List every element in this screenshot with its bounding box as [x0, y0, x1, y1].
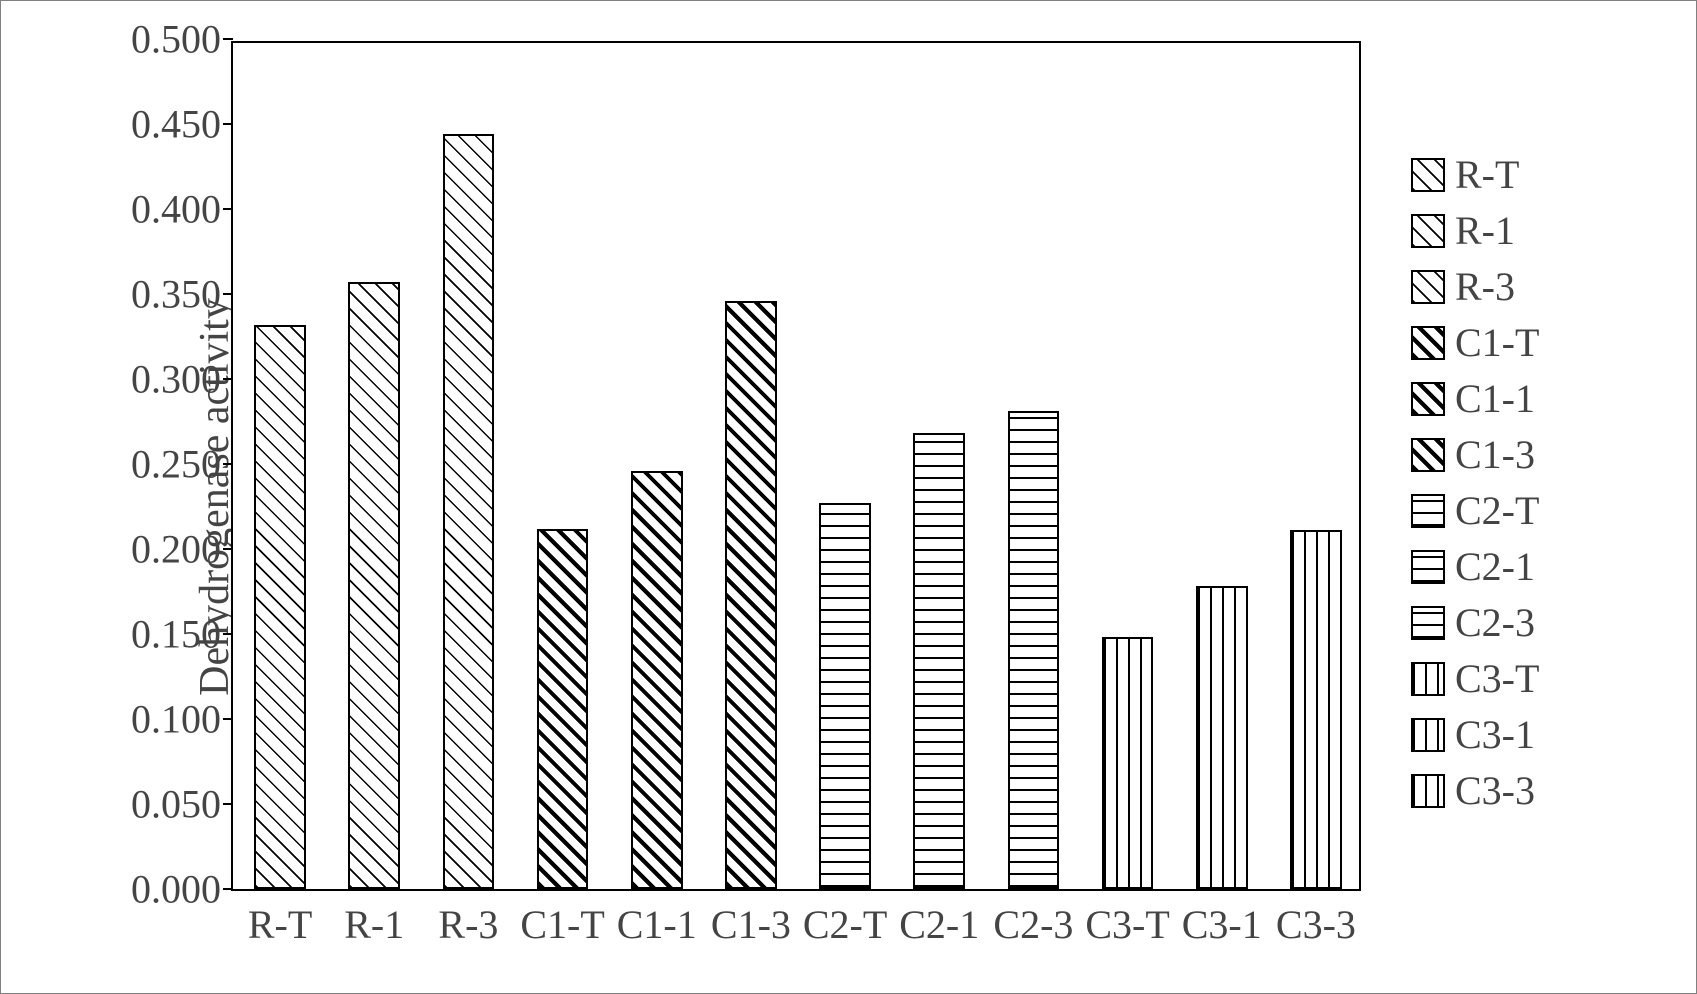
y-tick-mark — [223, 718, 233, 720]
legend-label: C3-T — [1455, 655, 1539, 702]
legend-swatch — [1411, 718, 1445, 752]
y-tick-label: 0.050 — [131, 781, 221, 828]
legend-swatch — [1411, 382, 1445, 416]
y-tick-mark — [223, 888, 233, 890]
bar — [348, 282, 400, 889]
bar — [1290, 530, 1342, 889]
legend-item: R-1 — [1411, 207, 1539, 254]
y-tick-mark — [223, 378, 233, 380]
plot-area: 0.0000.0500.1000.1500.2000.2500.3000.350… — [231, 41, 1361, 891]
bar — [443, 134, 495, 889]
y-tick-label: 0.150 — [131, 611, 221, 658]
bar — [537, 529, 589, 889]
y-tick-label: 0.200 — [131, 526, 221, 573]
legend-swatch — [1411, 550, 1445, 584]
y-tick-label: 0.300 — [131, 356, 221, 403]
y-tick-mark — [223, 293, 233, 295]
x-tick-label: C3-1 — [1182, 901, 1262, 948]
y-tick-mark — [223, 548, 233, 550]
bar — [819, 503, 871, 889]
legend-label: C2-1 — [1455, 543, 1535, 590]
y-tick-label: 0.500 — [131, 16, 221, 63]
x-tick-label: R-T — [248, 901, 312, 948]
bar — [1102, 637, 1154, 889]
y-tick-label: 0.000 — [131, 866, 221, 913]
legend-label: C2-T — [1455, 487, 1539, 534]
legend-label: C1-3 — [1455, 431, 1535, 478]
legend-item: C2-1 — [1411, 543, 1539, 590]
bar — [1196, 586, 1248, 889]
legend-label: C3-3 — [1455, 767, 1535, 814]
legend-item: C3-T — [1411, 655, 1539, 702]
x-tick-label: C1-1 — [617, 901, 697, 948]
legend-swatch — [1411, 494, 1445, 528]
legend-item: C2-3 — [1411, 599, 1539, 646]
y-tick-mark — [223, 803, 233, 805]
x-tick-label: R-1 — [344, 901, 404, 948]
legend-swatch — [1411, 662, 1445, 696]
y-tick-label: 0.350 — [131, 271, 221, 318]
y-tick-mark — [223, 208, 233, 210]
legend-swatch — [1411, 606, 1445, 640]
legend-label: R-3 — [1455, 263, 1515, 310]
bars-container — [233, 43, 1359, 889]
bar — [913, 433, 965, 889]
legend-item: C3-3 — [1411, 767, 1539, 814]
legend-item: C1-T — [1411, 319, 1539, 366]
y-tick-label: 0.400 — [131, 186, 221, 233]
legend-swatch — [1411, 326, 1445, 360]
legend-item: C1-1 — [1411, 375, 1539, 422]
y-tick-label: 0.450 — [131, 101, 221, 148]
x-tick-label: C2-3 — [993, 901, 1073, 948]
y-tick-label: 0.100 — [131, 696, 221, 743]
y-tick-mark — [223, 463, 233, 465]
legend-swatch — [1411, 774, 1445, 808]
legend-item: C2-T — [1411, 487, 1539, 534]
legend-label: C1-1 — [1455, 375, 1535, 422]
legend-swatch — [1411, 270, 1445, 304]
legend-label: C2-3 — [1455, 599, 1535, 646]
y-tick-mark — [223, 633, 233, 635]
x-tick-label: C3-3 — [1276, 901, 1356, 948]
legend-swatch — [1411, 214, 1445, 248]
legend-swatch — [1411, 438, 1445, 472]
y-tick-mark — [223, 123, 233, 125]
bar — [254, 325, 306, 889]
legend-item: C1-3 — [1411, 431, 1539, 478]
x-tick-label: C2-1 — [899, 901, 979, 948]
bar — [725, 301, 777, 889]
legend: R-T R-1 R-3 C1-T C1-1 C1-3 C2-T C2-1 C2-3 C3-T C3-… — [1411, 151, 1539, 823]
y-tick-label: 0.250 — [131, 441, 221, 488]
bar — [631, 471, 683, 889]
legend-label: C3-1 — [1455, 711, 1535, 758]
legend-swatch — [1411, 158, 1445, 192]
x-tick-label: R-3 — [438, 901, 498, 948]
legend-item: R-T — [1411, 151, 1539, 198]
bar — [1008, 411, 1060, 889]
x-tick-label: C1-3 — [711, 901, 791, 948]
x-tick-label: C2-T — [803, 901, 887, 948]
legend-label: R-1 — [1455, 207, 1515, 254]
legend-item: R-3 — [1411, 263, 1539, 310]
y-tick-mark — [223, 38, 233, 40]
legend-item: C3-1 — [1411, 711, 1539, 758]
chart-figure: Dehydrogenase activity 0.0000.0500.1000.… — [0, 0, 1697, 994]
x-tick-label: C3-T — [1085, 901, 1169, 948]
legend-label: C1-T — [1455, 319, 1539, 366]
legend-label: R-T — [1455, 151, 1519, 198]
x-tick-label: C1-T — [520, 901, 604, 948]
